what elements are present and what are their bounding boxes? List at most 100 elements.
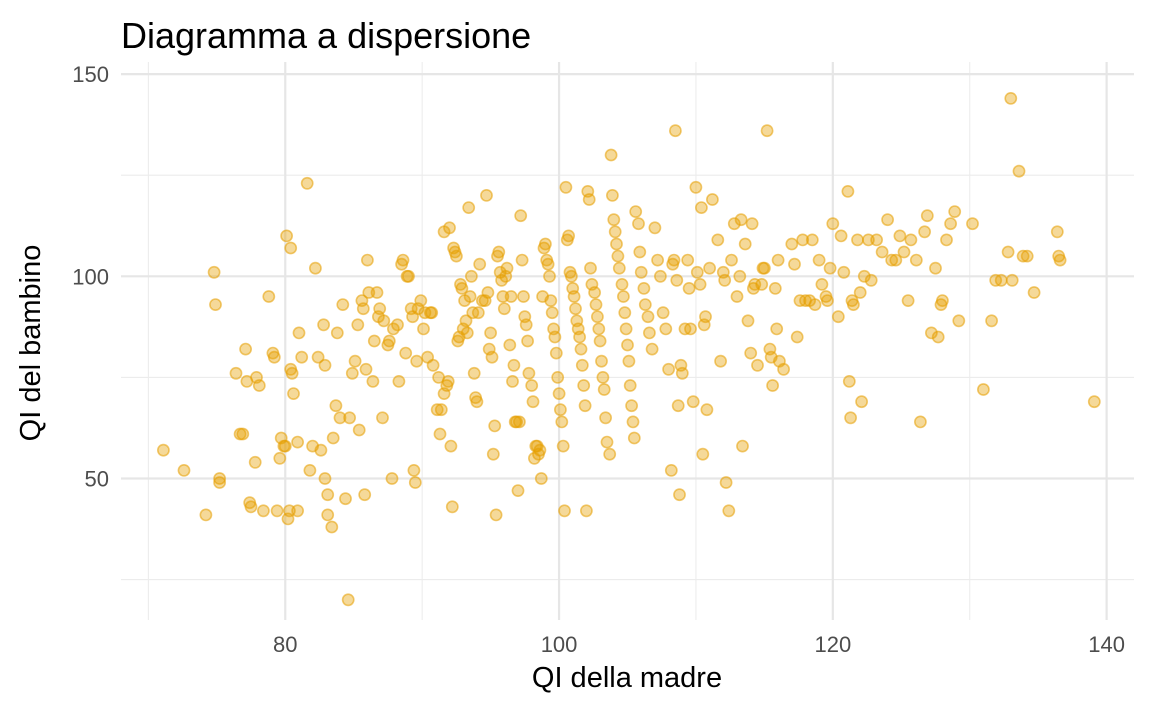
data-point: [366, 374, 380, 388]
data-point: [700, 403, 714, 417]
data-point: [399, 346, 413, 360]
x-tick-label: 120: [814, 632, 851, 657]
data-point: [875, 245, 889, 259]
data-point: [870, 233, 883, 247]
data-point: [433, 427, 447, 441]
data-point: [952, 314, 966, 328]
data-point: [920, 209, 934, 223]
data-point: [580, 504, 593, 518]
data-point: [690, 265, 704, 279]
data-point: [578, 399, 592, 413]
data-point: [515, 253, 529, 267]
data-point: [377, 314, 391, 328]
data-point: [562, 229, 575, 243]
data-point: [722, 504, 736, 518]
data-point: [321, 508, 335, 522]
data-point: [497, 302, 511, 316]
data-point: [449, 249, 463, 263]
data-point: [736, 439, 749, 453]
data-point: [506, 374, 519, 388]
data-point: [719, 476, 733, 489]
data-point: [525, 379, 539, 392]
data-point: [1020, 249, 1034, 263]
data-point: [199, 508, 213, 522]
data-point: [207, 265, 221, 279]
data-point: [376, 411, 389, 425]
data-point: [929, 261, 942, 275]
data-point: [592, 322, 606, 336]
data-point: [252, 379, 266, 392]
data-point: [177, 463, 191, 477]
data-point: [556, 439, 570, 453]
data-point: [615, 277, 629, 291]
data-point: [345, 366, 359, 380]
data-point: [738, 237, 752, 251]
data-point: [682, 281, 696, 295]
data-point: [796, 233, 810, 247]
data-point: [808, 298, 822, 311]
data-point: [295, 350, 309, 364]
data-point: [370, 286, 384, 299]
data-point: [229, 366, 243, 380]
data-point: [727, 217, 741, 231]
data-point: [667, 253, 681, 267]
data-point: [426, 358, 440, 372]
data-point: [513, 415, 526, 429]
data-point: [333, 411, 347, 425]
data-point: [318, 472, 332, 485]
x-tick-label: 140: [1088, 632, 1125, 657]
data-point: [994, 273, 1008, 287]
data-point: [351, 318, 365, 332]
data-point: [236, 427, 250, 441]
data-point: [714, 354, 727, 368]
data-point: [356, 302, 370, 316]
data-point: [637, 281, 651, 295]
data-point: [291, 435, 304, 449]
data-point: [758, 261, 771, 275]
data-point: [470, 395, 484, 409]
data-point: [1053, 253, 1067, 267]
data-point: [308, 261, 322, 275]
data-point: [633, 245, 647, 259]
data-point: [339, 492, 352, 506]
data-point: [574, 342, 588, 356]
data-point: [500, 261, 514, 275]
data-point: [326, 431, 340, 445]
data-point: [837, 265, 851, 279]
data-point: [771, 253, 785, 267]
data-points: [156, 92, 1101, 607]
data-point: [267, 350, 281, 364]
data-point: [651, 253, 664, 267]
data-point: [864, 273, 878, 287]
data-point: [607, 213, 621, 227]
data-point: [544, 294, 558, 307]
data-point: [385, 472, 399, 485]
data-point: [612, 261, 626, 275]
data-point: [549, 346, 563, 360]
data-point: [373, 302, 387, 316]
data-point: [292, 326, 306, 340]
data-point: [629, 205, 643, 218]
data-point: [262, 290, 276, 303]
data-point: [455, 281, 469, 295]
data-point: [741, 314, 755, 328]
data-point: [673, 488, 686, 502]
data-point: [545, 306, 559, 320]
data-point: [654, 269, 667, 283]
data-point: [408, 476, 422, 489]
y-axis-ticks: 50 100 150: [72, 62, 109, 491]
data-point: [597, 383, 611, 396]
data-point: [341, 593, 355, 607]
data-point: [360, 253, 374, 267]
data-point: [287, 387, 300, 400]
data-point: [622, 354, 636, 368]
data-point: [591, 310, 604, 324]
data-point: [552, 387, 566, 400]
data-point: [734, 213, 748, 227]
data-point: [777, 362, 790, 376]
data-point: [464, 269, 478, 283]
data-point: [893, 229, 907, 243]
data-point: [596, 370, 610, 384]
data-point: [1004, 92, 1018, 105]
